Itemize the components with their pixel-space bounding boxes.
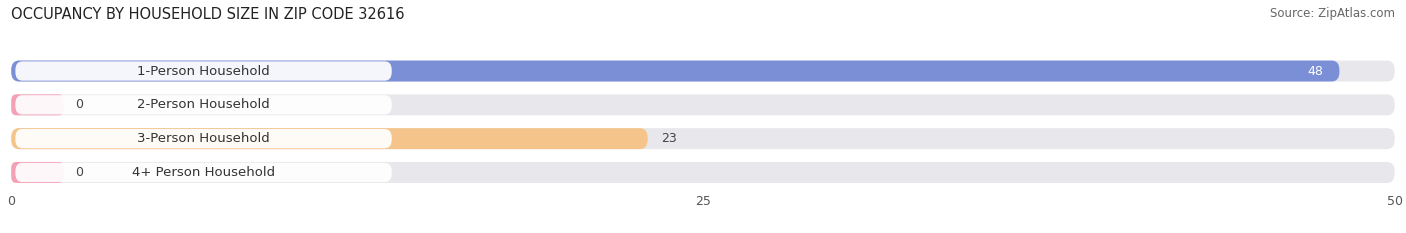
Text: OCCUPANCY BY HOUSEHOLD SIZE IN ZIP CODE 32616: OCCUPANCY BY HOUSEHOLD SIZE IN ZIP CODE … [11, 7, 405, 22]
Text: 4+ Person Household: 4+ Person Household [132, 166, 276, 179]
Text: 23: 23 [661, 132, 678, 145]
FancyBboxPatch shape [15, 61, 392, 81]
Text: 48: 48 [1308, 65, 1323, 78]
FancyBboxPatch shape [11, 61, 1395, 82]
Text: 0: 0 [75, 166, 83, 179]
Text: 0: 0 [75, 98, 83, 111]
FancyBboxPatch shape [11, 128, 648, 149]
FancyBboxPatch shape [11, 162, 1395, 183]
FancyBboxPatch shape [15, 163, 392, 182]
Text: 3-Person Household: 3-Person Household [138, 132, 270, 145]
FancyBboxPatch shape [11, 162, 63, 183]
FancyBboxPatch shape [11, 128, 1395, 149]
FancyBboxPatch shape [11, 94, 1395, 115]
FancyBboxPatch shape [15, 129, 392, 148]
Text: 2-Person Household: 2-Person Household [138, 98, 270, 111]
Text: Source: ZipAtlas.com: Source: ZipAtlas.com [1270, 7, 1395, 20]
Text: 1-Person Household: 1-Person Household [138, 65, 270, 78]
FancyBboxPatch shape [15, 95, 392, 114]
FancyBboxPatch shape [11, 94, 63, 115]
FancyBboxPatch shape [11, 61, 1340, 82]
